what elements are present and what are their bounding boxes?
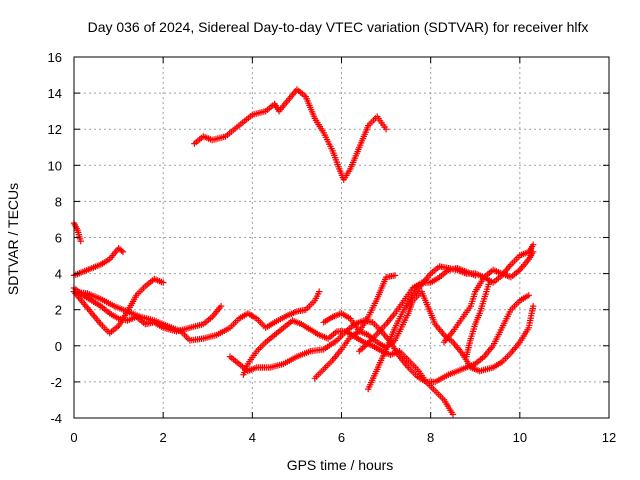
x-tick-label-4: 8 [427,430,434,445]
series-sat-n [463,281,492,360]
x-axis-title: GPS time / hours [287,457,394,473]
grid-layer [74,57,609,418]
x-tick-label-3: 6 [338,430,345,445]
x-tick-label-0: 0 [70,430,77,445]
data-point-sat-h-124 [449,411,457,418]
series-sat-i [311,288,537,382]
series-sat-d [70,284,225,335]
x-tick-label-1: 2 [160,430,167,445]
data-point-sat-i-153 [530,302,537,310]
chart-title: Day 036 of 2024, Sidereal Day-to-day VTE… [88,19,589,35]
y-tick-label-3: 2 [55,303,62,318]
series-sat-e [70,275,167,337]
x-tick-label-6: 12 [602,430,616,445]
data-point-sat-d-82 [217,302,225,310]
series-sat-m [356,265,479,355]
y-axis-title: SDTVAR / TECUs [5,183,21,295]
y-tick-label-2: 0 [55,339,62,354]
data-point-sat-j-115 [530,241,537,248]
data-point-sat-c-29 [119,248,127,256]
x-tick-label-5: 10 [513,430,527,445]
data-point-sat-b-9 [77,237,84,245]
data-point-sat-n-31 [485,281,492,288]
data-point-sat-m-69 [472,272,479,279]
y-tick-label-10: 16 [48,50,62,65]
data-point-sat-g-174 [525,292,532,299]
y-tick-label-9: 14 [48,86,62,101]
series-sat-k [320,272,399,335]
series-sat-f [70,288,323,344]
data-point-sat-k-51 [391,272,399,279]
series-sat-a [191,86,390,183]
data-point-sat-f-133 [316,288,323,295]
data-point-sat-l-61 [530,248,537,256]
axes-layer: 0 2 4 6 8 10 12 -4 -2 0 2 4 6 8 10 12 14 16 [48,50,617,445]
data-point-sat-c-28 [118,247,125,254]
y-tick-label-8: 12 [48,122,62,137]
y-tick-label-6: 8 [55,194,62,209]
plot-frame [73,56,610,419]
y-tick-label-5: 6 [55,231,62,246]
data-marks [70,86,537,418]
x-tick-label-2: 4 [249,430,256,445]
data-point-sat-e-58 [160,279,167,286]
y-tick-label-4: 4 [55,267,62,282]
y-tick-label-1: -2 [50,375,62,390]
series-sat-b [70,219,84,245]
data-point-sat-a-138 [382,126,390,133]
y-tick-label-0: -4 [50,411,62,426]
y-tick-label-7: 10 [48,158,62,173]
series-sat-l [440,248,537,346]
